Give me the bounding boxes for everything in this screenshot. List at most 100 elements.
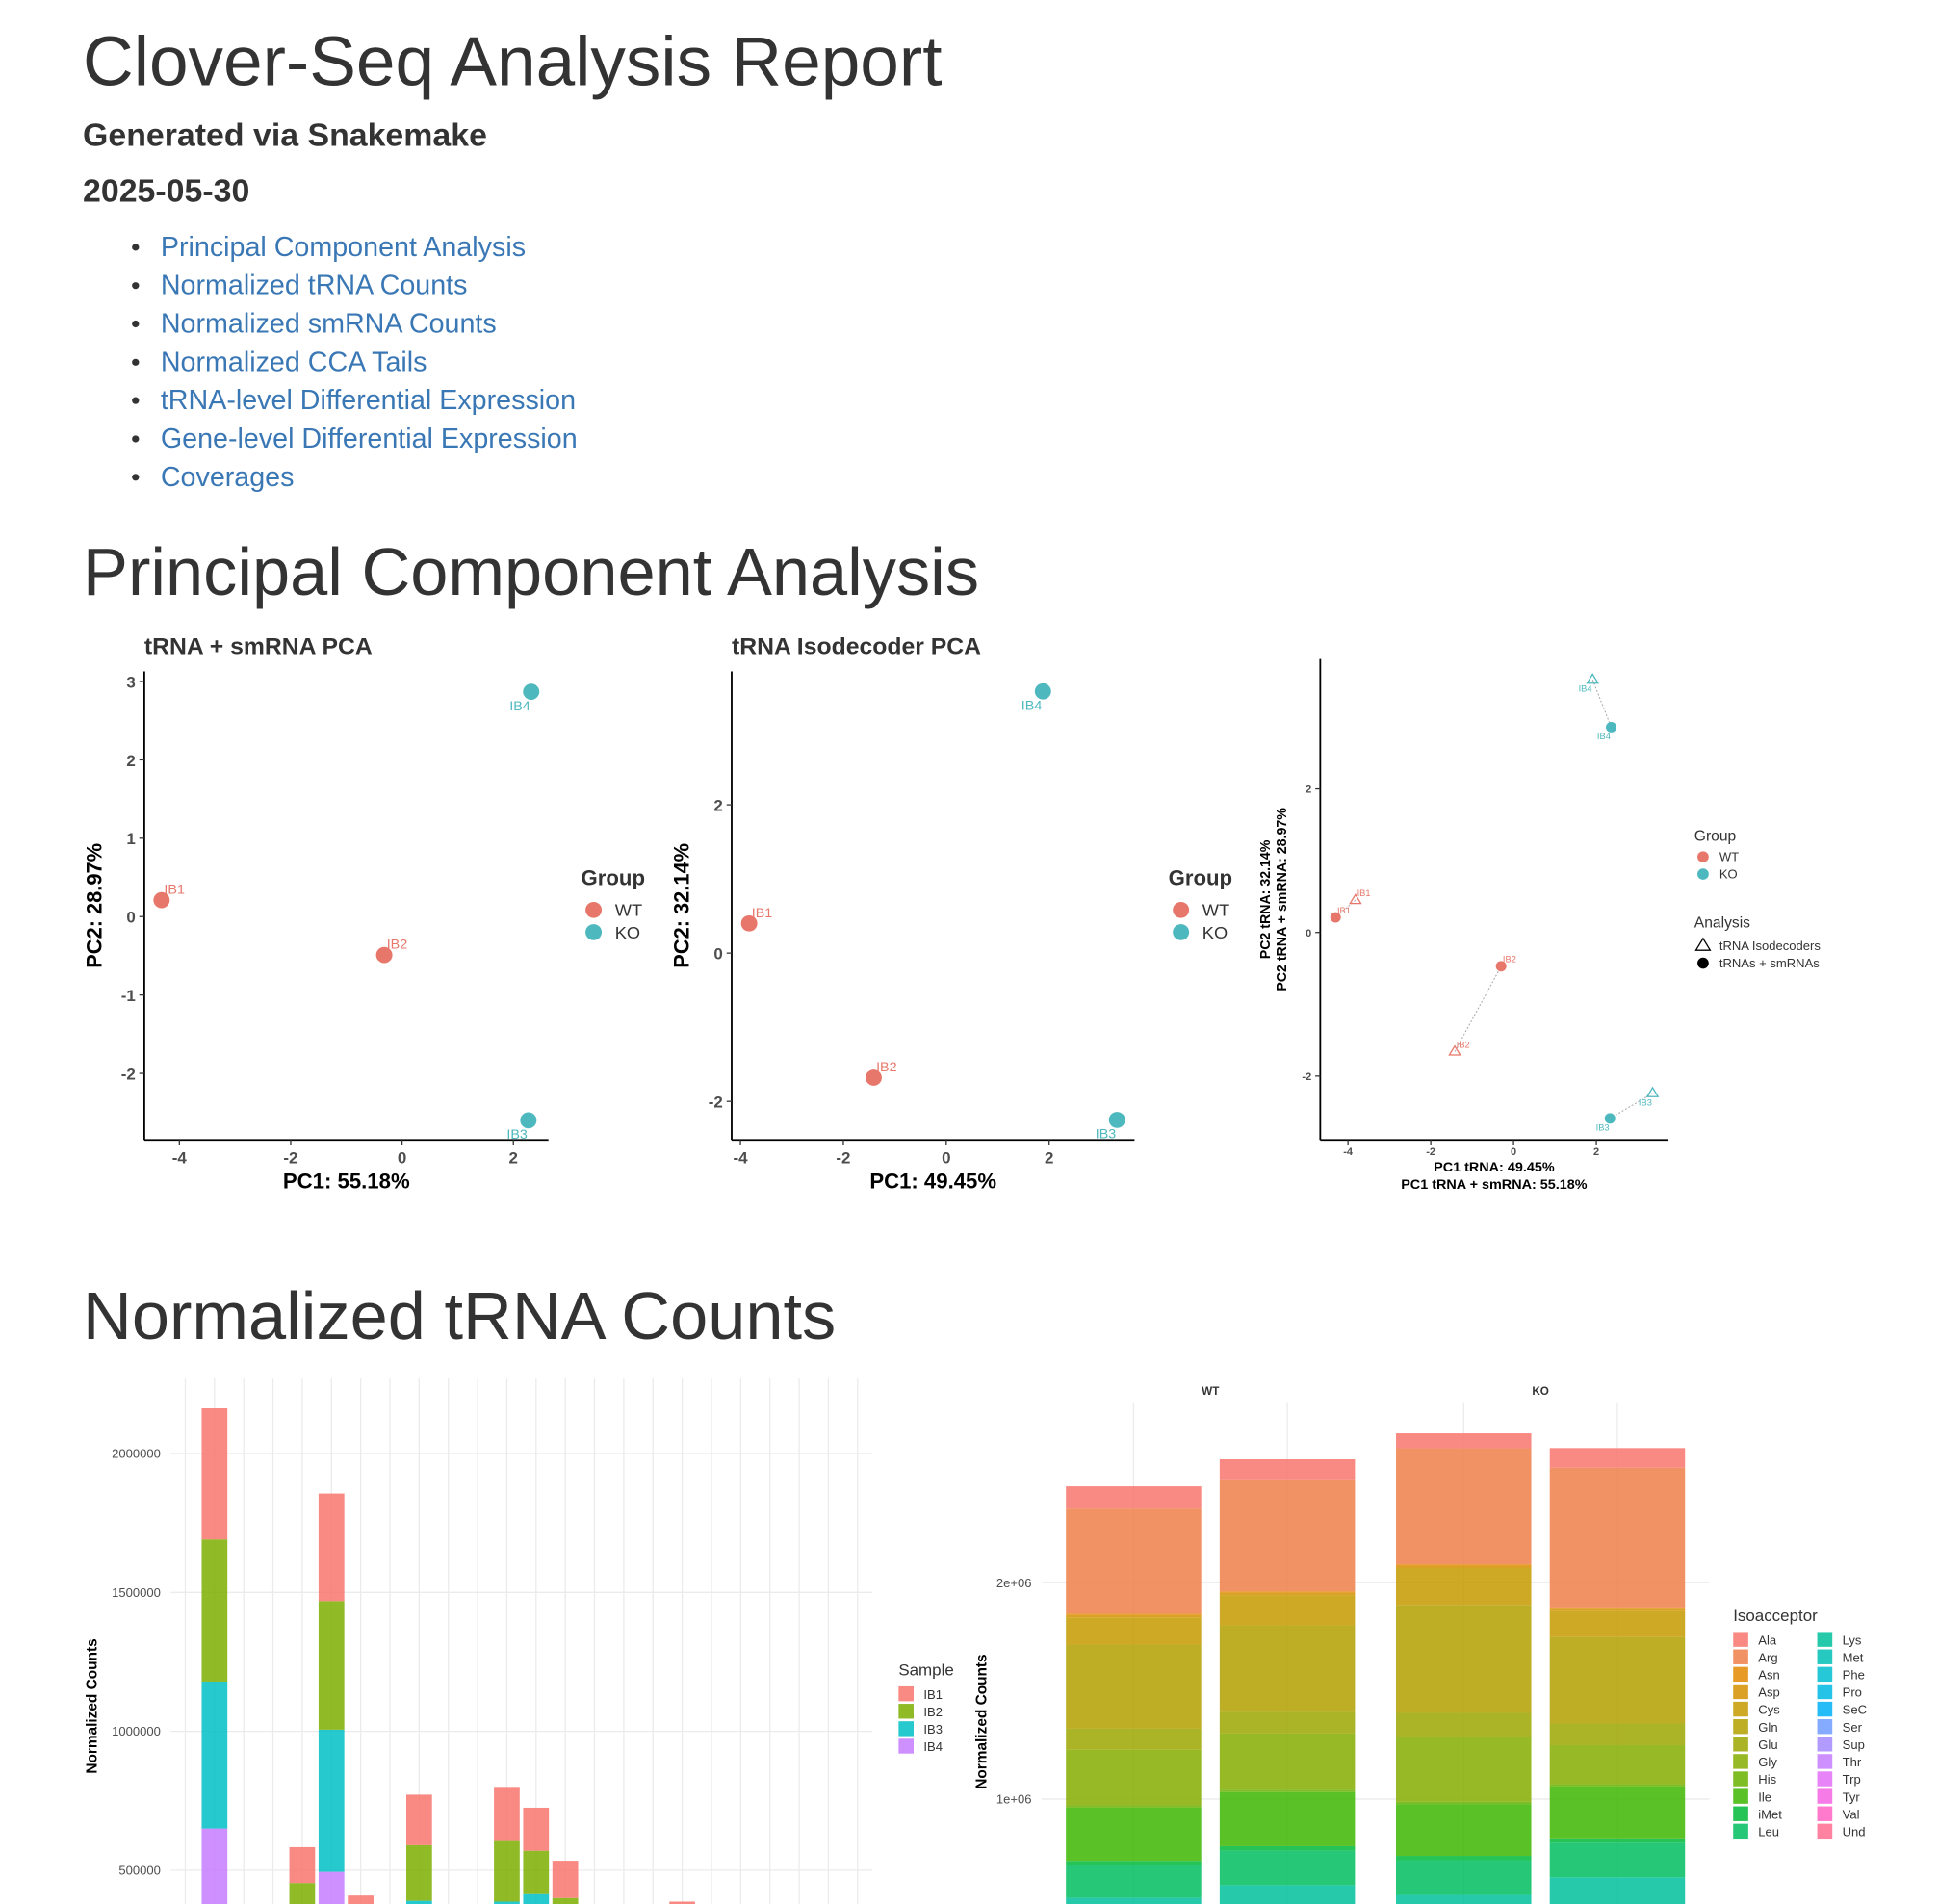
toc-link[interactable]: Coverages (161, 462, 295, 493)
legend-swatch (1817, 1718, 1833, 1735)
legend-swatch (1733, 1632, 1748, 1647)
legend-swatch (1733, 1701, 1748, 1717)
toc-link[interactable]: Normalized smRNA Counts (161, 309, 497, 340)
y-axis-label: PC2: 32.14% (670, 843, 694, 968)
legend-label: Tyr (1843, 1789, 1861, 1804)
x-axis-label: PC1 tRNA + smRNA: 55.18% (1401, 1177, 1588, 1193)
toc-bullet (132, 282, 140, 290)
legend-label: Phe (1843, 1668, 1865, 1683)
point-label: IB1 (1337, 906, 1351, 915)
pair-connector (1609, 1093, 1653, 1119)
chart-title: tRNA + smRNA PCA (144, 634, 373, 660)
bar-segment (1549, 1723, 1686, 1745)
y-tick-label: 0 (126, 909, 135, 927)
bar-segment (406, 1900, 432, 1904)
section-heading: Principal Component Analysis (83, 534, 979, 608)
x-axis-label: PC1: 55.18% (283, 1169, 410, 1193)
bar-segment (1396, 1856, 1532, 1861)
bar-segment (406, 1844, 432, 1901)
x-axis-label: PC1 tRNA: 49.45% (1434, 1160, 1555, 1175)
bar-segment (494, 1787, 520, 1841)
x-tick-label: -4 (1343, 1146, 1354, 1158)
x-axis-label: PC1: 49.45% (869, 1169, 996, 1193)
legend-swatch (898, 1721, 914, 1737)
bar-segment (1549, 1744, 1686, 1785)
bar-segment (1219, 1850, 1356, 1886)
legend-label: KO (615, 923, 640, 942)
legend-label: tRNAs + smRNAs (1719, 956, 1820, 970)
bar-segment (1549, 1877, 1686, 1904)
y-tick-label: -2 (1302, 1071, 1311, 1083)
bar-segment (1396, 1804, 1532, 1857)
legend-marker (1173, 901, 1190, 918)
pair-connector (1454, 965, 1502, 1052)
toc-link[interactable]: Gene-level Differential Expression (161, 424, 578, 454)
toc-link[interactable]: Normalized CCA Tails (161, 347, 427, 378)
bar-segment (1066, 1486, 1202, 1509)
point-label: IB1 (164, 883, 185, 898)
bar-segment (201, 1408, 228, 1540)
point (1604, 1113, 1616, 1124)
legend-label: Leu (1758, 1825, 1779, 1840)
bar-segment (494, 1840, 520, 1902)
legend-label: WT (1202, 901, 1229, 920)
legend-title: Group (582, 866, 645, 890)
bar-segment (1549, 1608, 1686, 1611)
toc-link[interactable]: Principal Component Analysis (161, 232, 526, 263)
bar-segment (1396, 1564, 1532, 1566)
legend-swatch (1817, 1806, 1833, 1821)
legend-swatch (1733, 1806, 1748, 1821)
legend-title: Group (1169, 866, 1232, 890)
point (1495, 961, 1507, 972)
x-tick-label: 2 (1593, 1146, 1599, 1158)
y-tick-label: 1000000 (112, 1724, 161, 1738)
bar-segment (494, 1901, 520, 1904)
bar-segment (552, 1897, 579, 1904)
bar-segment (289, 1846, 316, 1884)
legend-label: iMet (1758, 1807, 1782, 1821)
point (1034, 682, 1051, 700)
bar-segment (1396, 1860, 1532, 1895)
legend-swatch (1733, 1649, 1748, 1664)
legend-label: Arg (1758, 1650, 1777, 1664)
toc-link[interactable]: tRNA-level Differential Expression (161, 385, 576, 416)
point-label: IB2 (387, 938, 408, 953)
y-tick-label: 2e+06 (996, 1576, 1032, 1590)
legend-label: Gln (1758, 1720, 1777, 1735)
bar-segment (1396, 1737, 1532, 1802)
point (865, 1069, 882, 1086)
point (740, 914, 758, 932)
toc-bullet (132, 320, 140, 328)
bar-segment (1396, 1568, 1532, 1606)
legend-marker (1697, 851, 1709, 862)
legend-swatch (1733, 1788, 1748, 1804)
bar-segment (1396, 1894, 1532, 1904)
bar-segment (1219, 1479, 1356, 1592)
bar-segment (1066, 1728, 1202, 1750)
bar-segment (669, 1901, 695, 1904)
legend-swatch (1817, 1771, 1833, 1787)
bar-segment (318, 1601, 345, 1730)
legend-label: Glu (1758, 1737, 1777, 1752)
x-tick-label: 2 (509, 1149, 518, 1168)
bar-segment (1219, 1458, 1356, 1480)
bar-segment (1549, 1838, 1686, 1843)
legend-swatch (1733, 1823, 1748, 1840)
point-label: IB1 (1357, 888, 1371, 898)
legend-marker (1173, 924, 1190, 940)
bar-segment (1066, 1861, 1202, 1865)
bar-segment (552, 1861, 579, 1898)
bar-segment (1066, 1617, 1202, 1645)
bar-segment (201, 1539, 228, 1682)
legend-label: Cys (1758, 1703, 1779, 1717)
bar-segment (1549, 1842, 1686, 1878)
bar-segment (1219, 1845, 1356, 1851)
legend-swatch (1817, 1701, 1833, 1717)
legend-label: Asp (1758, 1685, 1779, 1700)
section-heading: Normalized tRNA Counts (83, 1278, 836, 1352)
point (523, 683, 540, 700)
legend-label: Ala (1758, 1633, 1777, 1647)
bar-segment (1219, 1885, 1356, 1904)
toc-link[interactable]: Normalized tRNA Counts (161, 270, 468, 301)
